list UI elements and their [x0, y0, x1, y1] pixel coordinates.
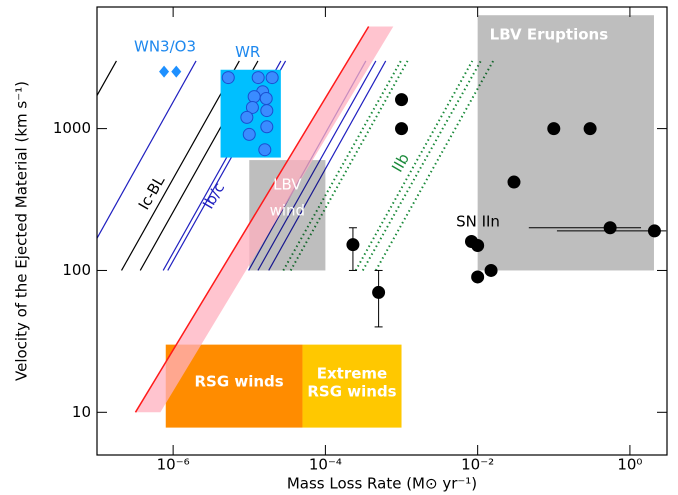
region-label: RSG winds: [194, 373, 283, 391]
y-tick-label: 10: [72, 403, 91, 421]
series-label: SN IIn: [456, 213, 500, 231]
data-point: [603, 221, 617, 235]
model-line: [354, 60, 474, 271]
x-tick-label: 10⁻²: [461, 456, 494, 474]
data-point: [258, 143, 272, 157]
data-point: [507, 175, 521, 189]
y-tick-label: 1000: [53, 119, 91, 137]
model-line: [97, 60, 197, 240]
data-point: [547, 122, 561, 136]
data-point: [395, 122, 409, 136]
x-tick-label: 10⁰: [617, 456, 642, 474]
data-point: [260, 104, 274, 118]
data-point: [260, 120, 274, 134]
data-point: [259, 92, 273, 106]
x-tick-label: 10⁻⁴: [309, 456, 342, 474]
plot-frame: [96, 6, 668, 456]
x-tick-label: 10⁻⁶: [157, 456, 190, 474]
data-point: [471, 270, 485, 284]
model-line: [121, 60, 240, 271]
data-point: [245, 100, 259, 114]
line-group-label: Ic-BL: [135, 172, 169, 213]
data-point: [647, 224, 661, 238]
data-point: [242, 127, 256, 141]
plot-area: [97, 15, 667, 428]
data-point: [171, 65, 182, 78]
data-point: [395, 93, 409, 107]
line-group-label: IIb: [388, 150, 413, 175]
region-label: WR: [235, 43, 260, 61]
series-label: WN3/O3: [134, 38, 196, 56]
data-point: [159, 65, 170, 78]
region: [477, 15, 654, 271]
data-point: [372, 285, 386, 299]
data-point: [471, 238, 485, 252]
region-label: wind: [270, 202, 305, 220]
data-point: [346, 238, 360, 252]
region-label: RSG winds: [307, 383, 396, 401]
data-point: [240, 110, 254, 124]
data-point: [265, 71, 279, 85]
data-point: [247, 90, 261, 104]
band-fill: [135, 26, 394, 413]
band-edge: [134, 26, 370, 413]
data-point: [583, 122, 597, 136]
data-point: [221, 71, 235, 85]
region-label: LBV: [273, 176, 302, 194]
region: [302, 344, 402, 428]
region-label: LBV Eruptions: [490, 26, 609, 44]
data-point: [484, 263, 498, 277]
x-axis-label: Mass Loss Rate (M⊙ yr⁻¹): [287, 475, 477, 493]
model-line: [361, 60, 482, 271]
y-axis-label: Velocity of the Ejected Material (km s⁻¹…: [13, 81, 31, 381]
data-point: [251, 71, 265, 85]
y-tick-label: 100: [62, 261, 91, 279]
region-label: Extreme: [317, 365, 387, 383]
